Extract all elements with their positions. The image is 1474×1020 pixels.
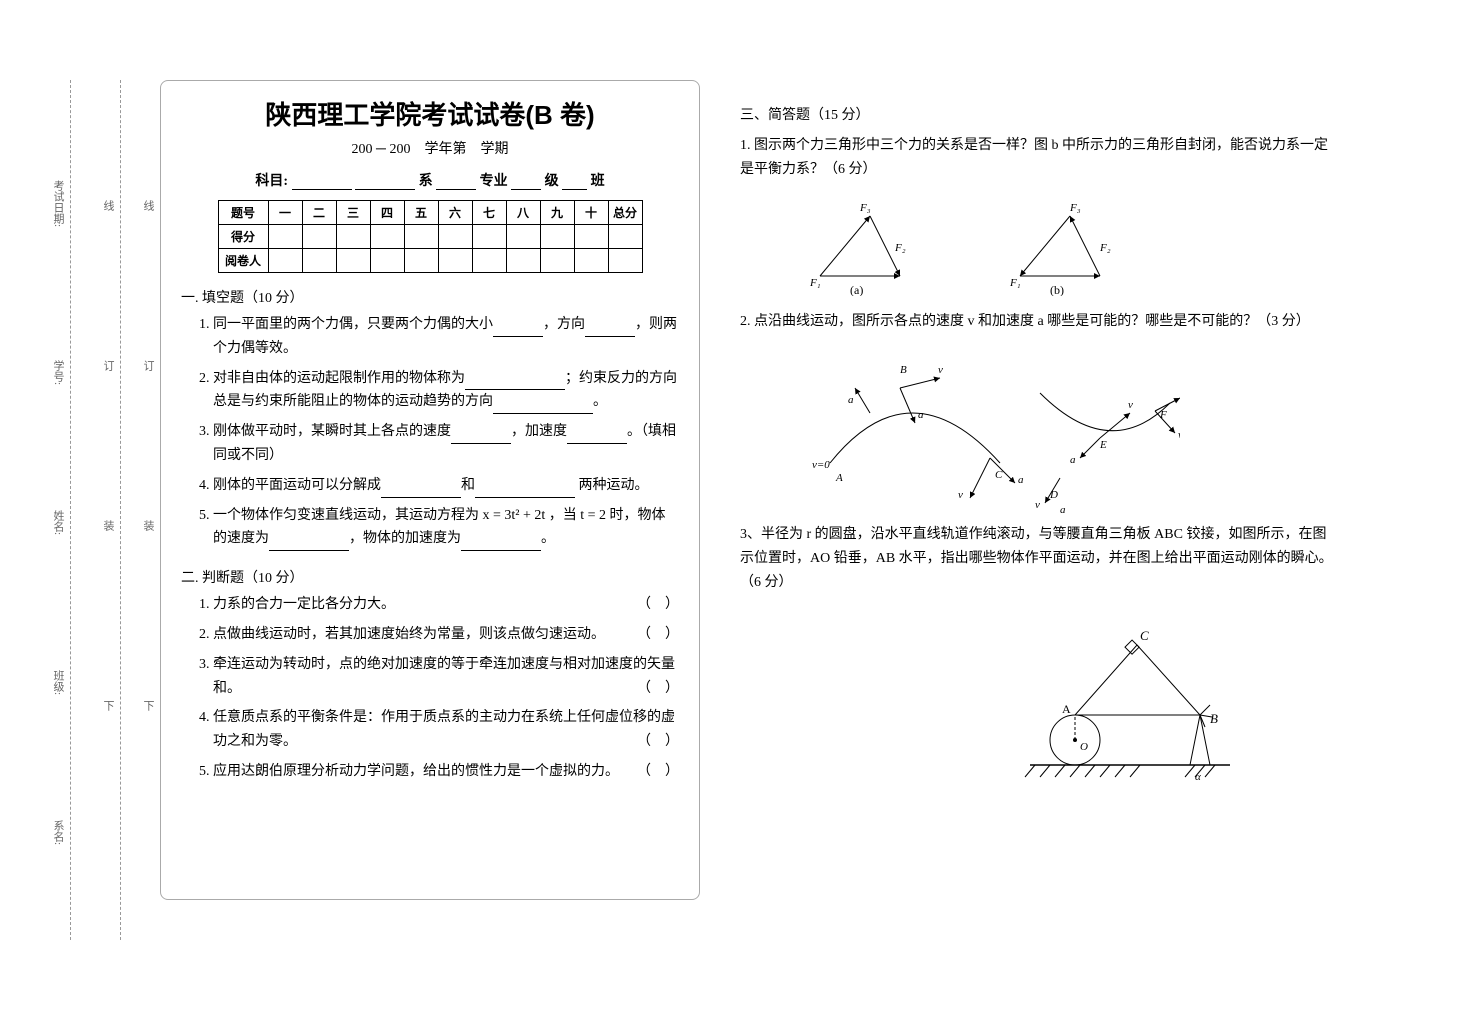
binding-label: 考试日期:	[50, 180, 66, 227]
col: 二	[302, 201, 336, 225]
binding-mark: 线	[100, 200, 116, 211]
binding-label: 系名:	[50, 820, 66, 845]
binding-label: 班级:	[50, 670, 66, 695]
binding-mark: 下	[140, 700, 156, 711]
svg-text:v: v	[1035, 499, 1040, 511]
col: 六	[438, 201, 472, 225]
col: 十	[574, 201, 608, 225]
figure-row-1: F₁ F₂ F₃ (a) F₁ F₂ F₃ (b)	[800, 196, 1340, 296]
col: 八	[506, 201, 540, 225]
q-item: 刚体的平面运动可以分解成和 两种运动。	[213, 474, 679, 498]
score-table: 题号 一 二 三 四 五 六 七 八 九 十 总分 得分 阅卷人	[218, 200, 643, 273]
svg-text:a: a	[1060, 504, 1066, 513]
binding-mark: 线	[140, 200, 156, 211]
svg-text:v: v	[1128, 399, 1133, 411]
svg-text:a: a	[848, 394, 854, 406]
class-label: 班	[591, 174, 605, 189]
svg-text:a: a	[918, 409, 924, 421]
svg-text:v: v	[958, 489, 963, 501]
figure-3: O A C B α	[1000, 605, 1340, 795]
exam-title: 陕西理工学院考试试卷(B 卷)	[181, 95, 679, 132]
svg-text:C: C	[1140, 628, 1149, 643]
svg-text:A: A	[1062, 702, 1071, 716]
subject-label: 科目:	[255, 174, 288, 189]
svg-text:A: A	[835, 472, 843, 484]
svg-text:v=0: v=0	[812, 459, 830, 471]
col: 三	[336, 201, 370, 225]
col: 一	[268, 201, 302, 225]
col: 九	[540, 201, 574, 225]
svg-text:C: C	[995, 469, 1003, 481]
q-item: 应用达朗伯原理分析动力学问题，给出的惯性力是一个虚拟的力。（ ）	[213, 760, 679, 784]
row-label: 阅卷人	[218, 249, 268, 273]
exam-term: 200 ─ 200 学年第 学期	[181, 138, 679, 158]
section-heading: 一. 填空题（10 分）	[181, 287, 679, 307]
binding-mark: 下	[100, 700, 116, 711]
binding-mark: 订	[100, 360, 116, 371]
q-text: 3、半径为 r 的圆盘，沿水平直线轨道作纯滚动，与等腰直角三角板 ABC 铰接，…	[740, 523, 1340, 594]
subject-line: 科目: 系 专业 级 班	[181, 170, 679, 190]
q-item: 点做曲线运动时，若其加速度始终为常量，则该点做匀速运动。（ ）	[213, 623, 679, 647]
q-item: 刚体做平动时，某瞬时其上各点的速度，加速度。（填相同或不同）	[213, 420, 679, 468]
q-item: 对非自由体的运动起限制作用的物体称为；约束反力的方向总是与约束所能阻止的物体的运…	[213, 367, 679, 415]
svg-text:B: B	[900, 364, 907, 376]
binding-mark: 装	[100, 520, 116, 531]
major-label: 专业	[480, 174, 508, 189]
svg-text:F₃: F₃	[859, 202, 871, 214]
section-heading: 三、简答题（15 分）	[740, 104, 1340, 124]
triangle-b: F₁ F₂ F₃ (b)	[1000, 196, 1140, 296]
section-heading: 二. 判断题（10 分）	[181, 567, 679, 587]
q-text: 1. 图示两个力三角形中三个力的关系是否一样？图 b 中所示力的三角形自封闭，能…	[740, 134, 1340, 182]
svg-text:O: O	[1080, 741, 1088, 753]
q-item: 一个物体作匀变速直线运动，其运动方程为 x = 3t² + 2t ，当 t = …	[213, 504, 679, 552]
triangle-a: F₁ F₂ F₃ (a)	[800, 196, 940, 296]
col-header: 题号	[218, 201, 268, 225]
row-label: 得分	[218, 225, 268, 249]
binding-mark: 装	[140, 520, 156, 531]
q-item: 力系的合力一定比各分力大。（ ）	[213, 593, 679, 617]
binding-label: 学号:	[50, 360, 66, 385]
grade-label: 级	[545, 174, 559, 189]
q-item: 牵连运动为转动时，点的绝对加速度的等于牵连加速度与相对加速度的矢量和。（ ）	[213, 653, 679, 701]
svg-text:v: v	[938, 364, 943, 376]
exam-page-right: 三、简答题（15 分） 1. 图示两个力三角形中三个力的关系是否一样？图 b 中…	[720, 80, 1360, 900]
col: 总分	[608, 201, 642, 225]
q-item: 同一平面里的两个力偶，只要两个力偶的大小，方向，则两个力偶等效。	[213, 313, 679, 361]
svg-text:(a): (a)	[850, 283, 863, 296]
svg-text:E: E	[1099, 439, 1107, 451]
figure-2: v=0 A a B v a C v a D v a E a v F a	[800, 343, 1340, 513]
svg-text:F₂: F₂	[1099, 242, 1111, 254]
svg-text:F₃: F₃	[1069, 202, 1081, 214]
svg-text:α: α	[1195, 771, 1201, 783]
svg-text:a: a	[1070, 454, 1076, 466]
fill-blank-list: 同一平面里的两个力偶，只要两个力偶的大小，方向，则两个力偶等效。 对非自由体的运…	[181, 313, 679, 551]
dept-label: 系	[419, 174, 433, 189]
binding-mark: 订	[140, 360, 156, 371]
svg-text:a: a	[1018, 474, 1024, 486]
exam-page-left: 陕西理工学院考试试卷(B 卷) 200 ─ 200 学年第 学期 科目: 系 专…	[160, 80, 700, 900]
col: 四	[370, 201, 404, 225]
col: 七	[472, 201, 506, 225]
col: 五	[404, 201, 438, 225]
svg-text:B: B	[1210, 711, 1218, 726]
svg-text:F₁: F₁	[1009, 277, 1021, 289]
binding-label: 姓名:	[50, 510, 66, 535]
q-item: 任意质点系的平衡条件是：作用于质点系的主动力在系统上任何虚位移的虚功之和为零。（…	[213, 706, 679, 754]
svg-text:F₁: F₁	[809, 277, 821, 289]
svg-text:(b): (b)	[1050, 283, 1064, 296]
q-text: 2. 点沿曲线运动，图所示各点的速度 v 和加速度 a 哪些是可能的？哪些是不可…	[740, 310, 1340, 334]
svg-text:F₂: F₂	[894, 242, 906, 254]
judge-list: 力系的合力一定比各分力大。（ ） 点做曲线运动时，若其加速度始终为常量，则该点做…	[181, 593, 679, 784]
svg-text:v: v	[1178, 429, 1180, 441]
